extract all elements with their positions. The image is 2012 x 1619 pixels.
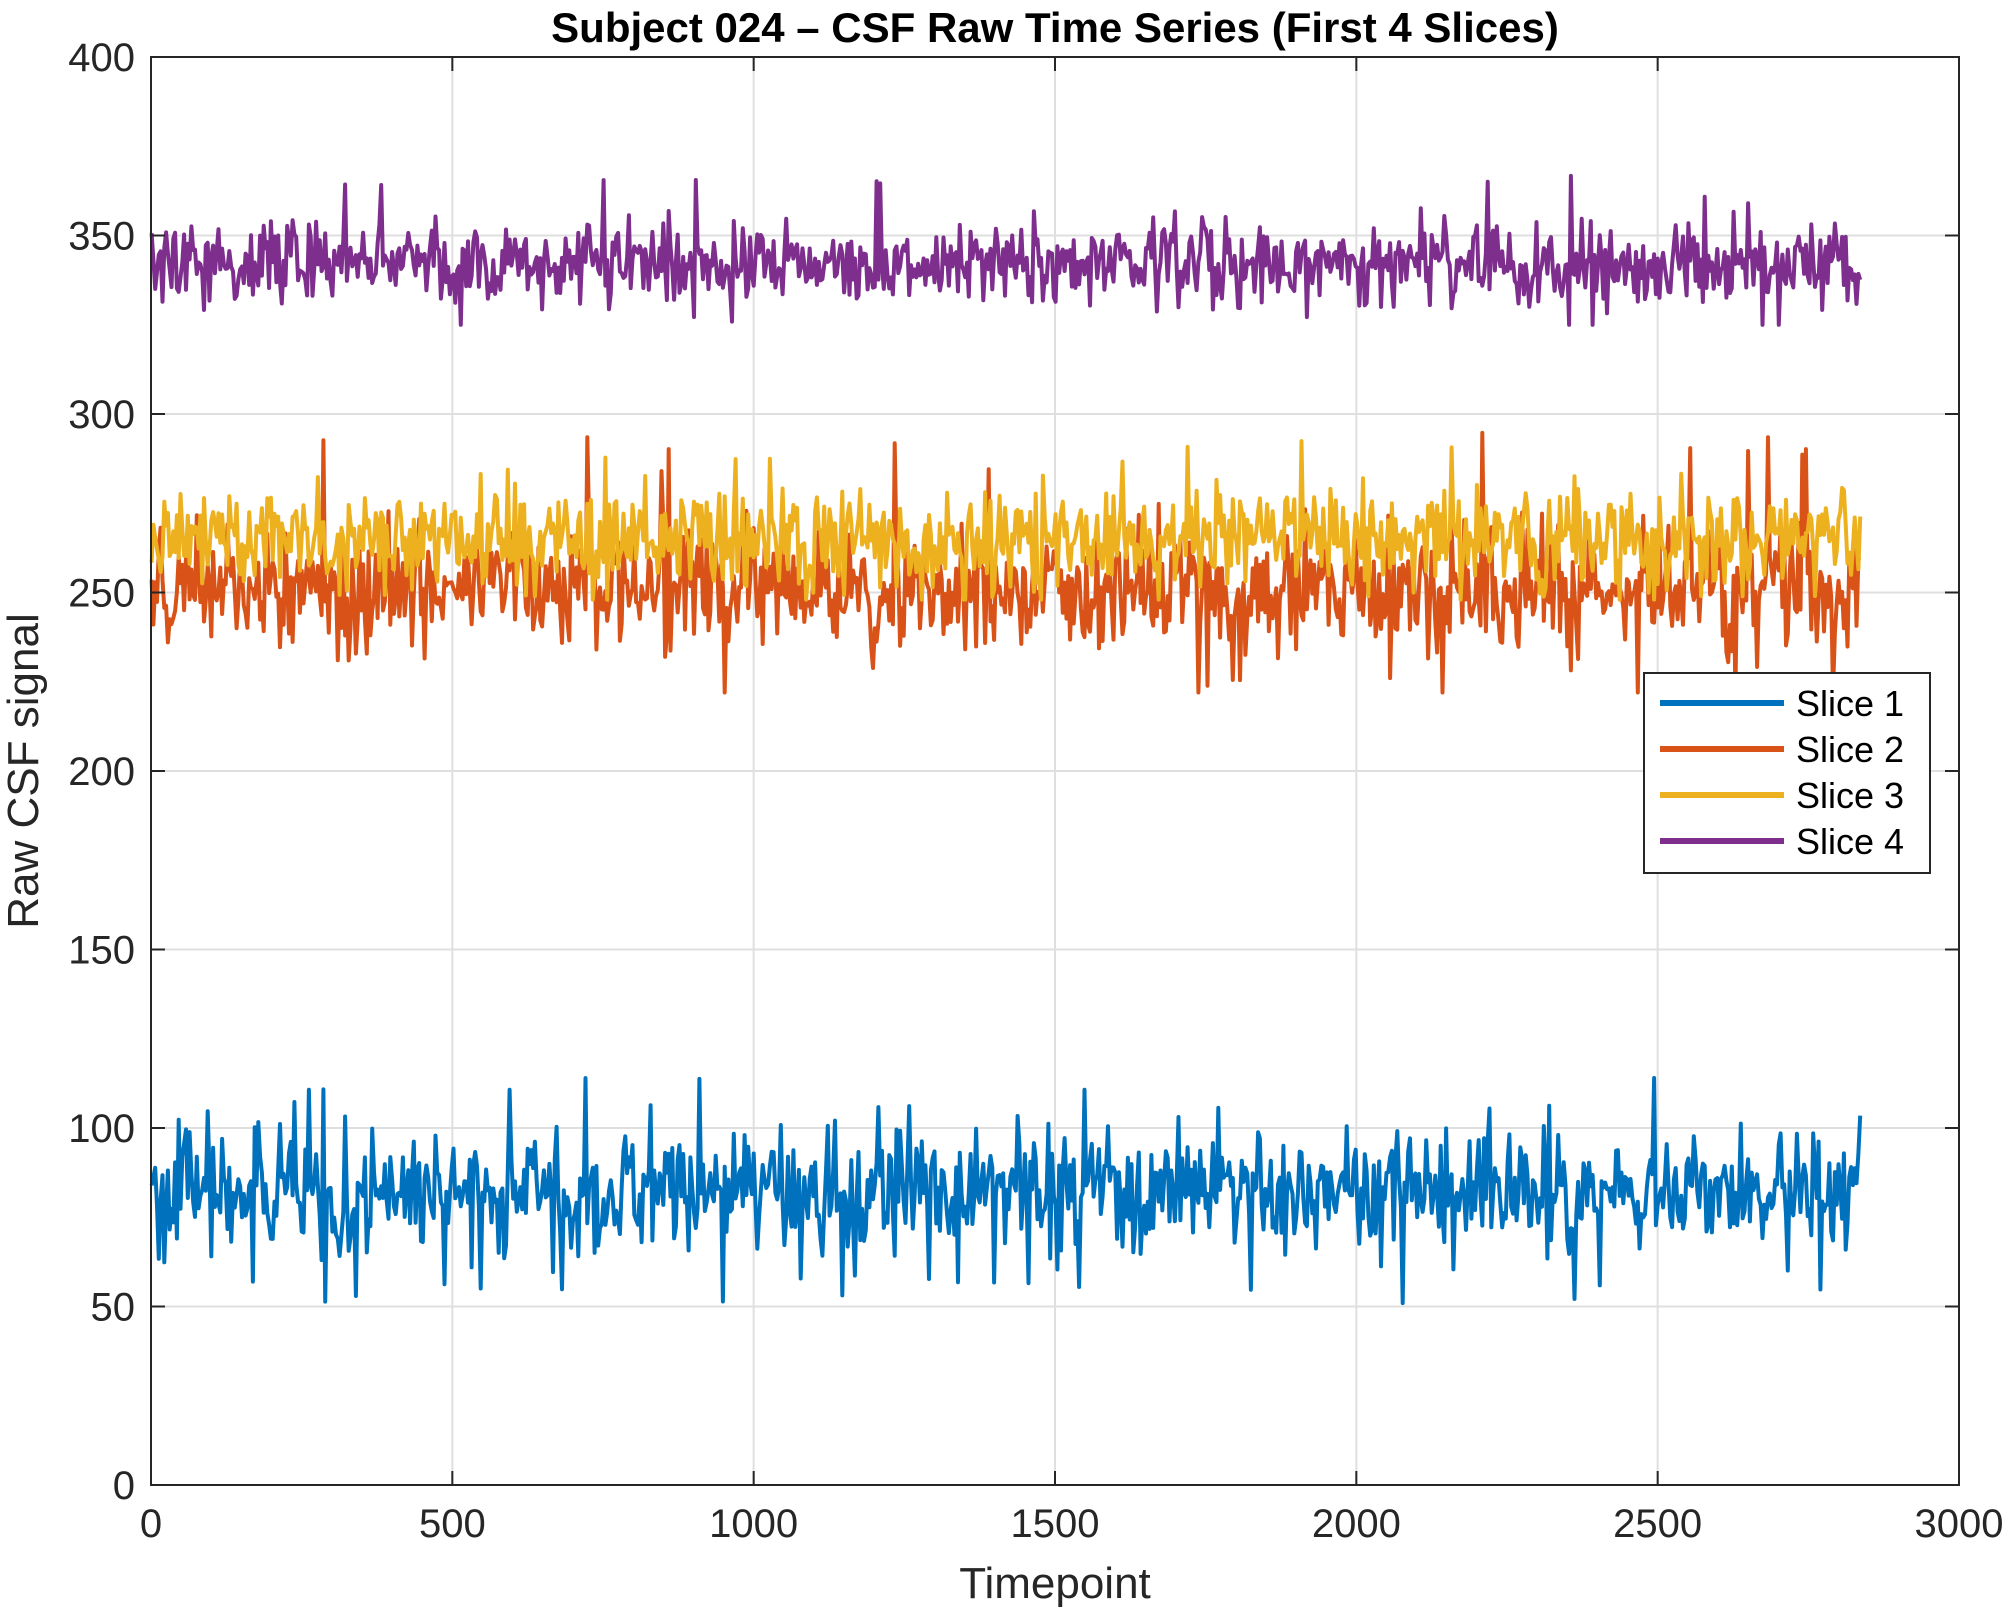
ticks: 0 500 1000 1500 2000 2500 3000 0 50 100 150 200 250 3… (68, 36, 2003, 1546)
y-tick-label: 400 (68, 36, 135, 80)
legend: Slice 1 Slice 2 Slice 3 Slice 4 (1643, 672, 1931, 874)
legend-label-slice-1: Slice 1 (1796, 683, 1904, 724)
legend-label-slice-4: Slice 4 (1796, 821, 1904, 862)
y-tick-label: 0 (113, 1464, 135, 1508)
series-line-slice-2 (149, 430, 1862, 695)
y-tick-label: 100 (68, 1107, 135, 1151)
y-tick-label: 150 (68, 929, 135, 973)
x-tick-label: 1500 (1011, 1502, 1100, 1546)
x-tick-label: 2000 (1312, 1502, 1401, 1546)
y-axis-label: Raw CSF signal (0, 613, 48, 928)
series-line-slice-3 (149, 439, 1863, 602)
series-group (149, 173, 1863, 1306)
x-tick-label: 2500 (1613, 1502, 1702, 1546)
legend-items: Slice 1 Slice 2 Slice 3 Slice 4 (1660, 683, 1904, 862)
x-tick-label: 0 (140, 1502, 162, 1546)
legend-label-slice-3: Slice 3 (1796, 775, 1904, 816)
y-tick-label: 50 (91, 1286, 136, 1330)
x-tick-label: 500 (419, 1502, 486, 1546)
chart-title: Subject 024 – CSF Raw Time Series (First… (551, 4, 1559, 51)
legend-label-slice-2: Slice 2 (1796, 729, 1904, 770)
x-tick-label: 3000 (1915, 1502, 2004, 1546)
series-line-slice-4 (149, 173, 1863, 327)
y-tick-label: 350 (68, 215, 135, 259)
y-tick-label: 300 (68, 393, 135, 437)
series-line-slice-1 (149, 1076, 1863, 1306)
y-tick-label: 200 (68, 750, 135, 794)
x-axis-label: Timepoint (959, 1559, 1151, 1608)
x-tick-label: 1000 (709, 1502, 798, 1546)
y-tick-label: 250 (68, 572, 135, 616)
